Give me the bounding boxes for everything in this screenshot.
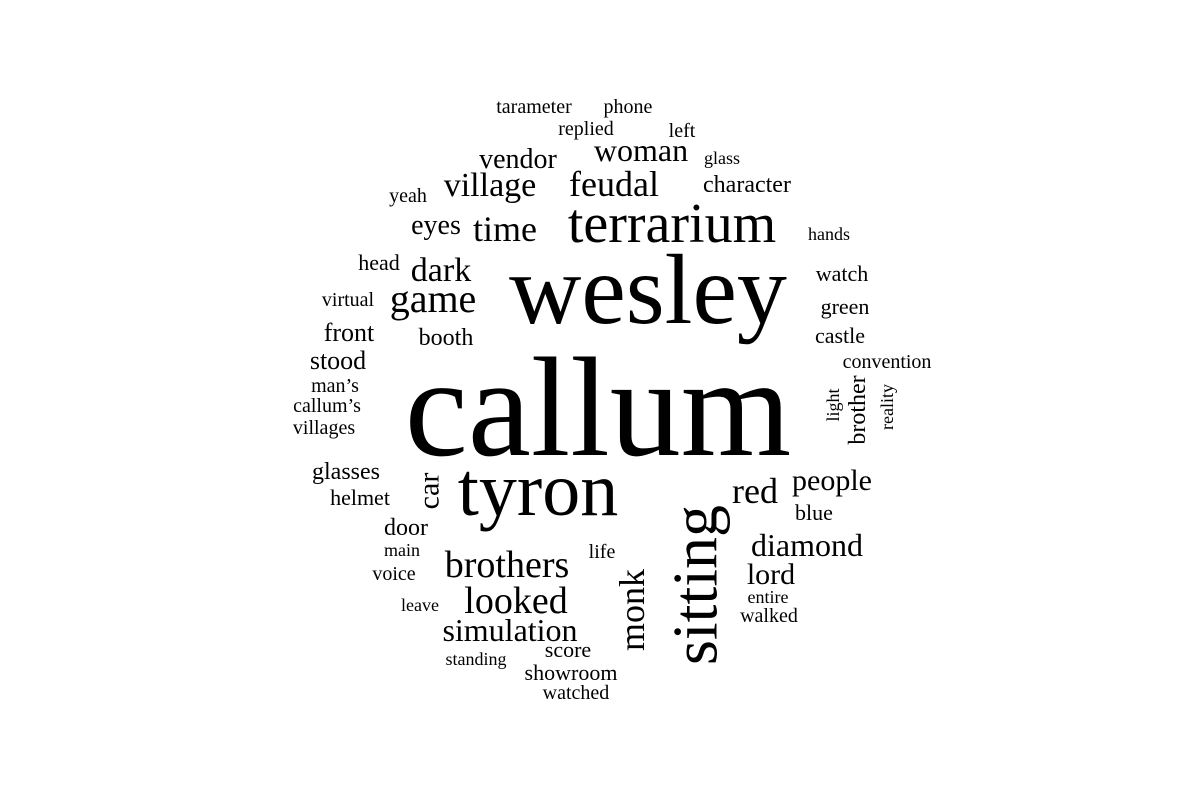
word-virtual: virtual (322, 289, 375, 311)
word-people: people (792, 464, 872, 497)
word-brother: brother (845, 375, 871, 444)
word-standing: standing (446, 649, 507, 669)
word-village: village (444, 167, 537, 204)
word-sitting: sitting (660, 505, 731, 665)
word-booth: booth (419, 325, 474, 351)
word-man-s: man’s (311, 375, 359, 397)
word-car: car (413, 473, 446, 510)
word-entire: entire (748, 587, 789, 607)
word-stood: stood (310, 346, 366, 375)
word-character: character (703, 172, 791, 198)
word-red: red (732, 471, 778, 511)
word-glass: glass (704, 148, 740, 168)
word-woman: woman (594, 132, 688, 168)
word-callum-s: callum’s (293, 395, 361, 417)
word-blue: blue (795, 500, 833, 525)
word-watched: watched (543, 682, 610, 704)
word-door: door (384, 515, 428, 541)
word-looked: looked (464, 580, 567, 622)
word-convention: convention (843, 351, 932, 373)
word-diamond: diamond (751, 527, 863, 563)
word-watch: watch (816, 261, 869, 286)
word-light: light (823, 388, 843, 421)
word-walked: walked (740, 605, 798, 627)
word-brothers: brothers (445, 544, 570, 586)
word-score: score (545, 637, 591, 662)
word-villages: villages (293, 417, 355, 439)
word-phone: phone (604, 96, 653, 118)
word-dark: dark (411, 252, 471, 289)
word-showroom: showroom (525, 660, 618, 685)
word-castle: castle (815, 323, 865, 348)
word-eyes: eyes (411, 210, 461, 241)
word-voice: voice (372, 563, 415, 585)
word-tarameter: tarameter (496, 96, 572, 118)
word-callum: callum (405, 328, 791, 486)
word-hands: hands (808, 224, 850, 244)
word-feudal: feudal (569, 164, 659, 204)
word-head: head (358, 250, 400, 275)
word-terrarium: terrarium (568, 193, 776, 255)
word-yeah: yeah (389, 185, 427, 207)
word-green: green (821, 294, 870, 319)
word-game: game (390, 276, 477, 321)
word-replied: replied (558, 118, 614, 140)
word-simulation: simulation (442, 612, 577, 648)
word-left: left (669, 120, 696, 142)
word-life: life (589, 541, 616, 563)
word-lord: lord (747, 558, 795, 591)
word-tyron: tyron (458, 448, 618, 532)
word-monk: monk (612, 569, 652, 651)
word-leave: leave (401, 595, 439, 615)
word-front: front (324, 318, 375, 347)
word-wesley: wesley (509, 234, 787, 345)
word-reality: reality (877, 384, 897, 430)
word-glasses: glasses (312, 459, 380, 485)
word-helmet: helmet (330, 485, 390, 510)
word-vendor: vendor (479, 144, 557, 175)
word-main: main (384, 540, 420, 560)
word-time: time (473, 209, 537, 249)
